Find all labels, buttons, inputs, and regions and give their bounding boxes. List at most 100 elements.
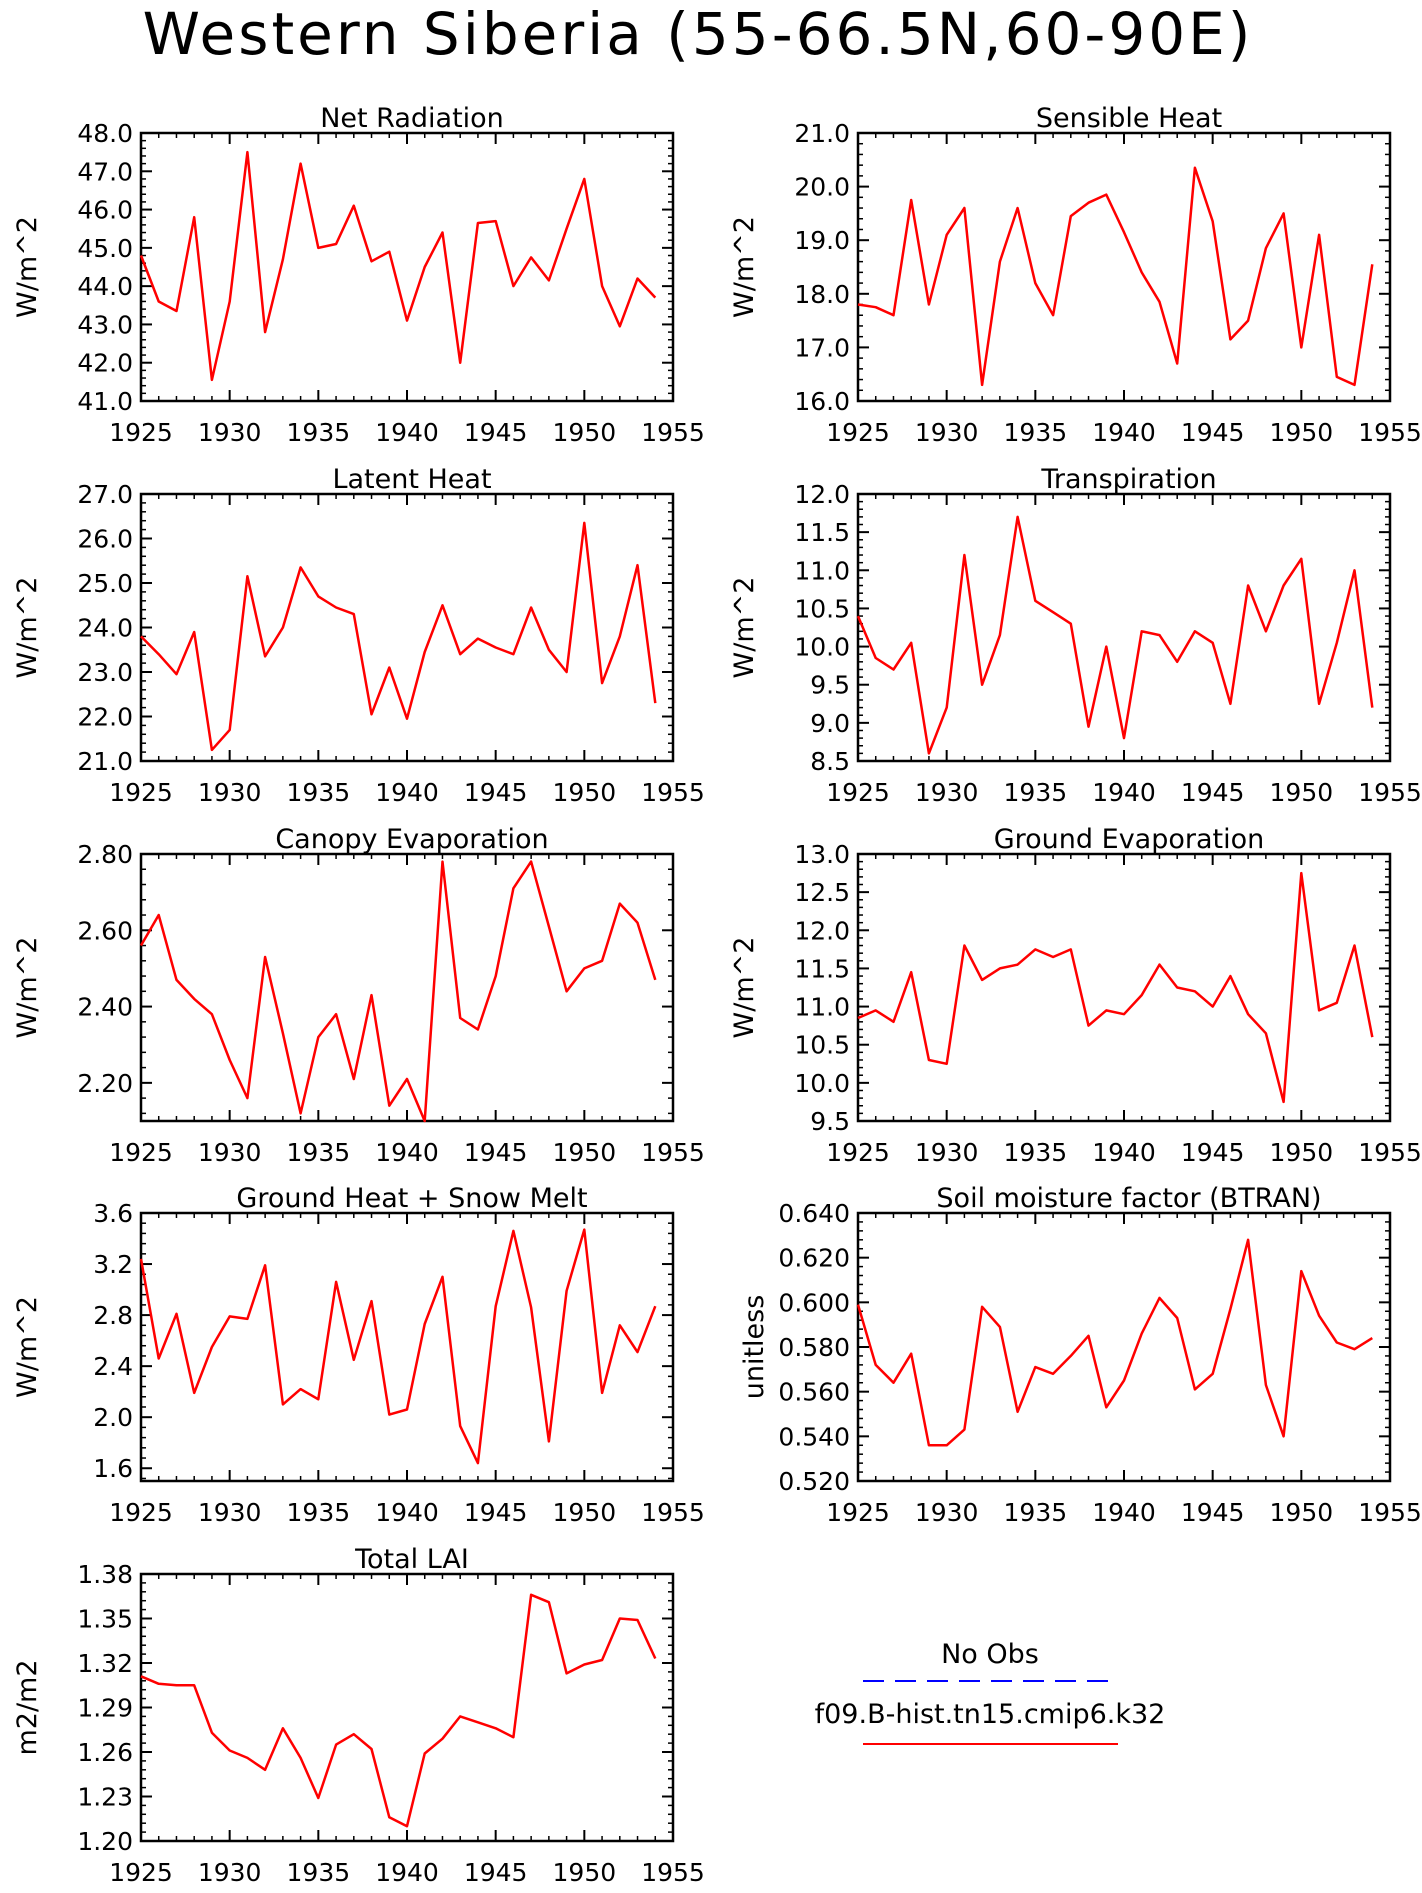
series-line xyxy=(140,521,657,752)
x-tick-label: 1930 xyxy=(198,418,262,447)
x-tick-label: 1925 xyxy=(109,778,173,807)
x-tick-label: 1930 xyxy=(915,1138,979,1167)
x-tick-label: 1935 xyxy=(287,1858,351,1887)
panel-title: Latent Heat xyxy=(332,464,491,495)
x-tick-label: 1950 xyxy=(1270,1498,1334,1527)
y-tick-label: 27.0 xyxy=(77,480,133,509)
y-tick-label: 47.0 xyxy=(77,157,133,186)
x-tick-label: 1935 xyxy=(1004,1138,1068,1167)
y-tick-label: 45.0 xyxy=(77,234,133,263)
y-tick-label: 0.640 xyxy=(778,1199,850,1228)
plot-frame xyxy=(139,131,675,403)
y-tick-label: 1.29 xyxy=(77,1694,133,1723)
series-line xyxy=(139,860,657,1123)
panel-title: Transpiration xyxy=(1040,464,1216,495)
y-tick-label: 9.0 xyxy=(810,709,850,738)
plot-frame xyxy=(856,852,1392,1123)
legend-model-label: f09.B-hist.tn15.cmip6.k32 xyxy=(815,1699,1166,1730)
y-tick-label: 12.0 xyxy=(794,480,850,509)
x-tick-label: 1955 xyxy=(641,1138,705,1167)
y-axis-label: W/m^2 xyxy=(729,577,760,679)
y-axis-label: W/m^2 xyxy=(729,937,760,1039)
x-tick-label: 1950 xyxy=(1270,778,1334,807)
panel-title: Net Radiation xyxy=(320,103,504,134)
y-tick-label: 13.0 xyxy=(794,840,850,869)
plot-frame xyxy=(856,1211,1392,1483)
y-tick-label: 23.0 xyxy=(77,658,133,687)
x-tick-label: 1955 xyxy=(641,1498,705,1527)
x-tick-label: 1940 xyxy=(375,778,439,807)
x-tick-label: 1950 xyxy=(1270,418,1334,447)
panel-title: Canopy Evaporation xyxy=(275,824,548,855)
x-tick-label: 1945 xyxy=(464,1498,528,1527)
x-tick-label: 1950 xyxy=(553,1498,617,1527)
x-tick-label: 1935 xyxy=(287,418,351,447)
x-tick-label: 1940 xyxy=(1092,1138,1156,1167)
series-line xyxy=(857,166,1374,387)
x-tick-label: 1940 xyxy=(1092,1498,1156,1527)
x-tick-label: 1940 xyxy=(375,1498,439,1527)
x-tick-label: 1925 xyxy=(109,1138,173,1167)
y-tick-label: 0.520 xyxy=(778,1467,850,1496)
x-tick-label: 1935 xyxy=(1004,1498,1068,1527)
y-tick-label: 20.0 xyxy=(794,173,850,202)
series-line xyxy=(139,1228,657,1465)
y-tick-label: 12.0 xyxy=(794,916,850,945)
x-tick-label: 1930 xyxy=(198,1138,262,1167)
x-tick-label: 1940 xyxy=(375,1138,439,1167)
panel-title: Sensible Heat xyxy=(1036,103,1222,134)
x-tick-label: 1930 xyxy=(198,1858,262,1887)
series-line xyxy=(856,515,1374,755)
series-line xyxy=(856,1238,1373,1447)
y-tick-label: 21.0 xyxy=(794,119,850,148)
x-tick-label: 1955 xyxy=(1358,1138,1422,1167)
x-tick-label: 1935 xyxy=(287,1138,351,1167)
y-tick-label: 11.0 xyxy=(794,556,850,585)
y-tick-label: 46.0 xyxy=(77,196,133,225)
y-tick-label: 19.0 xyxy=(794,226,850,255)
y-tick-label: 1.6 xyxy=(93,1454,133,1483)
figure-title: Western Siberia (55-66.5N,60-90E) xyxy=(143,0,1254,68)
y-tick-label: 2.20 xyxy=(77,1069,133,1098)
y-tick-label: 21.0 xyxy=(77,747,133,776)
y-tick-label: 3.6 xyxy=(93,1199,133,1228)
y-tick-label: 41.0 xyxy=(77,387,133,416)
x-tick-label: 1950 xyxy=(553,1858,617,1887)
x-tick-label: 1945 xyxy=(1181,1498,1245,1527)
panel-3: 1925 1930 1935 1940 1945 1950 1955 21.0 22.0 23.0… xyxy=(12,464,705,807)
panel-6: 1925 1930 1935 1940 1945 1950 1955 9.5 10.0 10.5 1… xyxy=(729,824,1422,1167)
x-tick-label: 1925 xyxy=(826,1498,890,1527)
y-tick-label: 2.80 xyxy=(77,840,133,869)
x-tick-label: 1935 xyxy=(1004,418,1068,447)
panel-9: 1925 1930 1935 1940 1945 1950 1955 1.20 1.23 1.26… xyxy=(12,1544,705,1887)
y-tick-label: 10.5 xyxy=(794,1031,850,1060)
y-tick-label: 2.4 xyxy=(93,1352,133,1381)
panel-2: 1925 1930 1935 1940 1945 1950 1955 16.0 17.0 18.0… xyxy=(729,103,1422,447)
y-tick-label: 24.0 xyxy=(77,614,133,643)
y-tick-label: 26.0 xyxy=(77,525,133,554)
x-tick-label: 1930 xyxy=(915,778,979,807)
x-tick-label: 1955 xyxy=(1358,418,1422,447)
x-tick-label: 1950 xyxy=(553,1138,617,1167)
y-tick-label: 10.5 xyxy=(794,594,850,623)
y-tick-label: 2.8 xyxy=(93,1301,133,1330)
x-tick-label: 1945 xyxy=(464,418,528,447)
y-axis-label: W/m^2 xyxy=(12,577,43,679)
y-tick-label: 1.32 xyxy=(77,1649,133,1678)
y-tick-label: 11.5 xyxy=(794,954,850,983)
series-line xyxy=(857,871,1374,1104)
y-tick-label: 12.5 xyxy=(794,878,850,907)
y-axis-label: m2/m2 xyxy=(12,1659,43,1755)
x-tick-label: 1930 xyxy=(198,778,262,807)
panel-title: Soil moisture factor (BTRAN) xyxy=(936,1183,1321,1214)
plot-frame xyxy=(139,1572,675,1843)
y-tick-label: 17.0 xyxy=(794,333,850,362)
x-tick-label: 1950 xyxy=(553,778,617,807)
y-axis-label: W/m^2 xyxy=(729,216,760,318)
y-tick-label: 2.60 xyxy=(77,916,133,945)
y-axis-label: W/m^2 xyxy=(12,1296,43,1398)
y-tick-label: 1.35 xyxy=(77,1605,133,1634)
x-tick-label: 1935 xyxy=(1004,778,1068,807)
x-tick-label: 1955 xyxy=(641,418,705,447)
y-tick-label: 0.560 xyxy=(778,1378,850,1407)
